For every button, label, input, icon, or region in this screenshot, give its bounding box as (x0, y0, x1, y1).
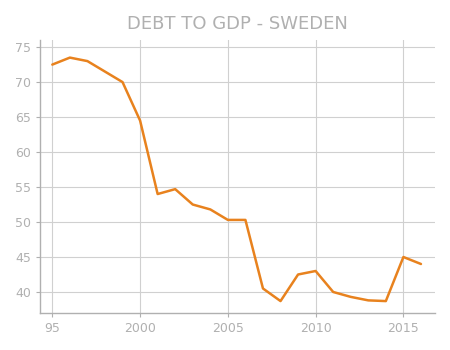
Title: DEBT TO GDP - SWEDEN: DEBT TO GDP - SWEDEN (127, 15, 348, 33)
